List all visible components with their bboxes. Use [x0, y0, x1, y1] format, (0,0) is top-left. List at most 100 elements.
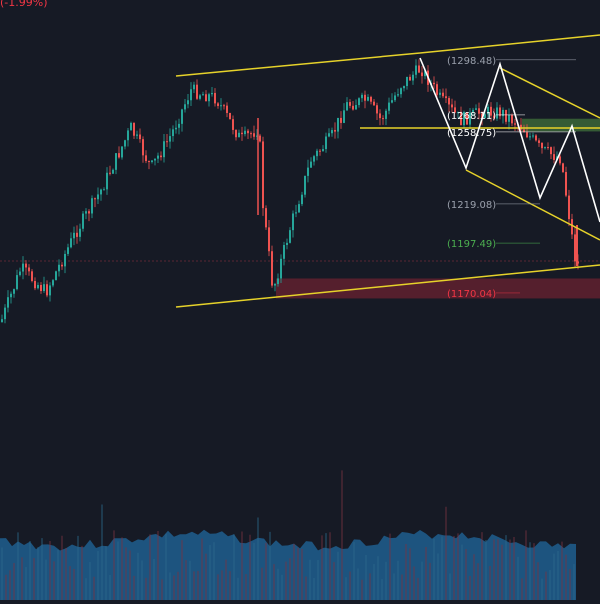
level-label: (1170.04)	[447, 289, 496, 300]
candle-body	[163, 141, 165, 158]
candle-body	[466, 112, 468, 125]
candle-body	[280, 258, 282, 279]
candle-body	[238, 132, 240, 138]
upper-trend-line-ext	[419, 34, 600, 54]
candle-body	[193, 84, 195, 90]
candle-body	[277, 278, 279, 284]
candle-body	[268, 227, 270, 252]
candle-body	[199, 95, 201, 99]
level-label: (1219.08)	[447, 200, 496, 211]
candle-body	[394, 95, 396, 101]
candle-body	[298, 204, 300, 213]
candle-body	[259, 135, 261, 142]
candle-body	[535, 135, 537, 141]
candle-body	[16, 275, 18, 290]
level-label: (1197.49)	[447, 239, 496, 250]
candle-body	[253, 133, 255, 137]
candle-body	[532, 135, 534, 137]
candle-body	[142, 139, 144, 156]
candle-body	[283, 245, 285, 259]
candle-body	[133, 122, 135, 136]
candle-body	[349, 102, 351, 106]
candle-body	[226, 105, 228, 113]
candle-body	[217, 103, 219, 106]
candle-body	[568, 195, 570, 220]
candle-body	[565, 172, 567, 196]
candle-body	[328, 133, 330, 137]
candle-body	[550, 147, 552, 155]
candle-body	[574, 234, 576, 262]
candle-body	[499, 107, 501, 117]
candle-body	[409, 76, 411, 81]
candle-body	[544, 147, 546, 149]
candle-body	[100, 189, 102, 195]
candle-body	[505, 109, 507, 122]
candle-body	[34, 280, 36, 289]
candle-body	[520, 124, 522, 130]
candle-body	[310, 161, 312, 168]
candle-body	[235, 129, 237, 138]
candle-body	[316, 150, 318, 157]
candle-body	[562, 163, 564, 173]
candle-body	[139, 134, 141, 140]
candle-body	[508, 115, 510, 122]
candle-body	[325, 136, 327, 150]
candle-body	[13, 289, 15, 294]
candle-body	[484, 114, 486, 119]
candle-body	[223, 105, 225, 107]
candle-body	[487, 106, 489, 115]
candle-body	[421, 72, 423, 77]
candle-body	[28, 267, 30, 272]
candle-body	[346, 102, 348, 111]
candle-body	[307, 167, 309, 176]
candle-body	[445, 96, 447, 99]
candle-body	[169, 136, 171, 142]
upper-trend-line	[175, 52, 421, 77]
candle-body	[400, 88, 402, 95]
candle-body	[46, 284, 48, 296]
candle-body	[367, 96, 369, 101]
candle-body	[145, 155, 147, 162]
candle-body	[436, 84, 438, 95]
candle-body	[211, 92, 213, 95]
candle-body	[262, 141, 264, 209]
candle-body	[391, 100, 393, 103]
candle-body	[184, 104, 186, 110]
candle-body	[433, 82, 435, 85]
candle-body	[442, 92, 444, 97]
candle-body	[457, 111, 459, 113]
candle-body	[49, 285, 51, 296]
candle-body	[64, 253, 66, 267]
candle-body	[172, 129, 174, 137]
price-change-label: (-1.99%)	[0, 0, 48, 9]
candle-body	[454, 107, 456, 113]
candle-body	[355, 105, 357, 110]
candle-body	[136, 134, 138, 136]
candle-body	[379, 113, 381, 119]
candle-body	[460, 111, 462, 126]
level-label: (1258.75)	[447, 128, 496, 139]
candle-body	[181, 109, 183, 124]
candle-body	[31, 271, 33, 281]
candle-body	[418, 65, 420, 73]
candle-body	[496, 107, 498, 119]
candle-body	[292, 213, 294, 231]
candle-body	[340, 117, 342, 123]
candle-body	[109, 172, 111, 174]
volume-area	[0, 529, 576, 600]
candle-body	[187, 100, 189, 105]
candle-body	[364, 94, 366, 101]
candle-body	[151, 160, 153, 163]
candle-body	[124, 140, 126, 147]
candle-body	[220, 105, 222, 107]
candle-body	[22, 263, 24, 272]
candle-body	[178, 123, 180, 128]
candle-body	[343, 110, 345, 123]
candle-body	[205, 94, 207, 102]
candle-body	[247, 130, 249, 134]
candle-body	[547, 147, 549, 149]
candle-body	[397, 94, 399, 96]
candle-body	[274, 283, 276, 286]
